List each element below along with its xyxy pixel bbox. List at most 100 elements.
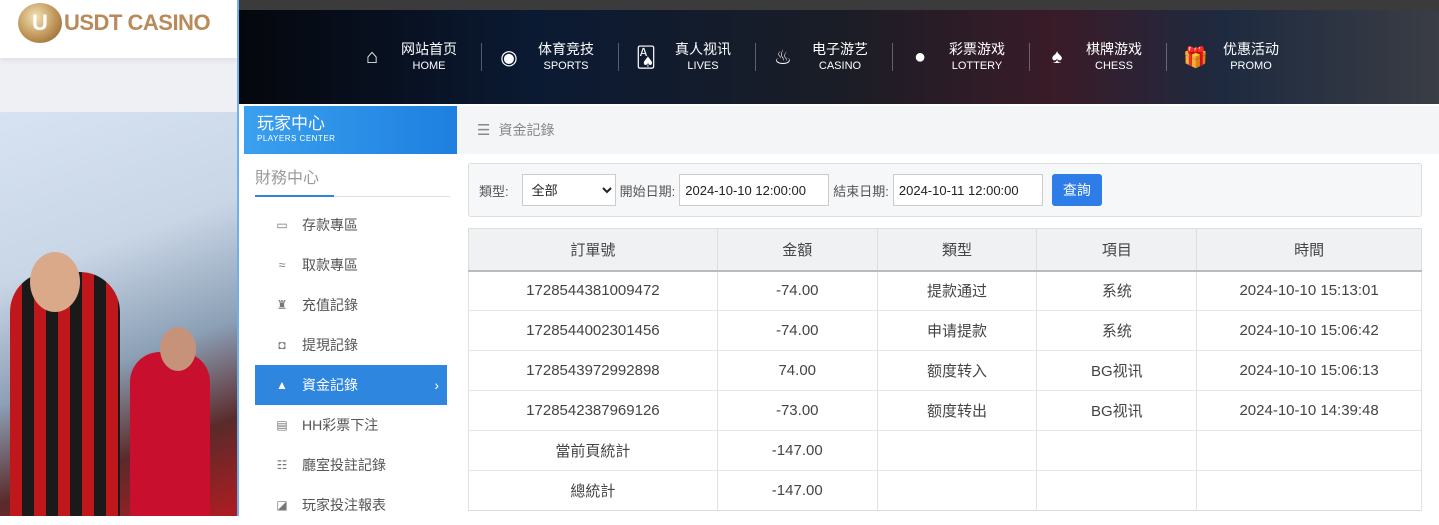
lottery-balls-icon: ● [913, 45, 927, 68]
table-cell: BG视讯 [1036, 350, 1198, 391]
menu-icon[interactable]: ☰ [477, 122, 491, 139]
nav-item-casino[interactable]: ♨ 电子游艺 CASINO [772, 40, 868, 74]
table-cell: 1728542387969126 [468, 390, 718, 431]
column-header[interactable]: 時間 [1196, 228, 1422, 272]
table-row: 1728544002301456 -74.00 申请提款 系统 2024-10-10 1… [468, 310, 1422, 351]
nav-label-en: PROMO [1230, 60, 1272, 72]
end-date-label: 結束日期: [833, 183, 889, 199]
column-header[interactable]: 金額 [716, 228, 878, 272]
sidebar-item-label: 資金記錄 [302, 377, 358, 393]
nav-label-cn: 真人视讯 [675, 41, 731, 57]
nav-item-lottery[interactable]: ● 彩票游戏 LOTTERY [909, 40, 1005, 74]
table-cell: 额度转出 [876, 390, 1038, 431]
table-cell: -74.00 [716, 310, 878, 351]
nav-separator [481, 43, 482, 71]
sidebar-item[interactable]: ▭ 存款專區 [255, 205, 447, 245]
table-cell [1196, 470, 1422, 511]
nav-label-cn: 体育竞技 [538, 41, 594, 57]
section-title: 財務中心 [255, 164, 450, 197]
table-cell: -147.00 [716, 470, 878, 511]
column-header[interactable]: 項目 [1036, 228, 1198, 272]
table-cell: 2024-10-10 14:39:48 [1196, 390, 1422, 431]
nav-label-cn: 网站首页 [401, 41, 457, 57]
table-row: 1728543972992898 74.00 额度转入 BG视讯 2024-10-10 … [468, 350, 1422, 391]
gift-icon: 🎁 [1183, 46, 1208, 69]
logo[interactable]: U USDT CASINO [0, 0, 237, 58]
summary-row: 總統計 -147.00 [468, 470, 1422, 511]
nav-item-promo[interactable]: 🎁 优惠活动 PROMO [1183, 40, 1279, 74]
column-header[interactable]: 訂單號 [468, 228, 718, 272]
table-cell: 系统 [1036, 270, 1198, 311]
sidebar-item-label: 充值記錄 [302, 297, 358, 313]
table-cell: -147.00 [716, 430, 878, 471]
nav-item-lives[interactable]: 🂡 真人视讯 LIVES [635, 40, 731, 74]
table-cell [1036, 430, 1198, 471]
main-nav: ⌂ 网站首页 HOME ◉ 体育竞技 SPORTS 🂡 真人视讯 LIVES ♨ 电子游艺 CASIN… [239, 10, 1439, 104]
sidebar-item[interactable]: ▤ HH彩票下注 [255, 405, 447, 445]
table-row: 1728544381009472 -74.00 提款通过 系统 2024-10-10 1… [468, 270, 1422, 311]
top-strip [239, 0, 1439, 10]
nav-item-chess[interactable]: ♠ 棋牌游戏 CHESS [1046, 40, 1142, 74]
basketball-icon: ◉ [500, 46, 518, 69]
sidebar-item[interactable]: ◪ 玩家投注報表 [255, 485, 447, 525]
nav-separator [892, 43, 893, 71]
table-cell: 提款通过 [876, 270, 1038, 311]
nav-item-sports[interactable]: ◉ 体育竞技 SPORTS [498, 40, 594, 74]
table-cell: 1728544002301456 [468, 310, 718, 351]
nav-separator [1166, 43, 1167, 71]
sidebar-item-label: 廳室投註記錄 [302, 457, 386, 473]
table-cell: 當前頁統計 [468, 430, 718, 471]
sidebar-item-icon: ≈ [278, 258, 286, 272]
sidebar-item-icon: ☷ [276, 458, 288, 472]
nav-label-en: LIVES [687, 60, 719, 72]
table-cell [1036, 470, 1198, 511]
table-cell: 申请提款 [876, 310, 1038, 351]
sidebar-item-label: 存款專區 [302, 217, 358, 233]
table-row: 1728542387969126 -73.00 额度转出 BG视讯 2024-10-10… [468, 390, 1422, 431]
spade-icon: ♠ [1051, 45, 1063, 68]
nav-label-en: SPORTS [543, 60, 589, 72]
players-center-header: 玩家中心 PLAYERS CENTER [244, 106, 457, 154]
sidebar-item-icon: ▲ [276, 378, 288, 392]
nav-separator [618, 43, 619, 71]
table-cell: 2024-10-10 15:06:13 [1196, 350, 1422, 391]
sidebar-item-label: 玩家投注報表 [302, 497, 386, 513]
nav-item-home[interactable]: ⌂ 网站首页 HOME [361, 40, 457, 74]
nav-label-en: HOME [412, 60, 446, 72]
start-date-input[interactable] [679, 174, 830, 206]
sidebar-item-icon: ◘ [278, 338, 286, 352]
table-cell: -74.00 [716, 270, 878, 311]
table-cell: 额度转入 [876, 350, 1038, 391]
nav-label-en: CASINO [818, 60, 862, 72]
nav-label-cn: 彩票游戏 [949, 41, 1005, 57]
table-cell: 1728543972992898 [468, 350, 718, 391]
sidebar-item[interactable]: ♜ 充值記錄 [255, 285, 447, 325]
end-date-input[interactable] [892, 174, 1043, 206]
sidebar-item[interactable]: ≈ 取款專區 [255, 245, 447, 285]
summary-row: 當前頁統計 -147.00 [468, 430, 1422, 471]
table-cell [876, 470, 1038, 511]
sidebar-item-label: HH彩票下注 [302, 417, 379, 433]
table-cell: 系统 [1036, 310, 1198, 351]
breadcrumb: ☰ 資金記錄 [457, 106, 1439, 154]
table-cell: 1728544381009472 [468, 270, 718, 311]
sidebar-item[interactable]: ▲ 資金記錄 › [255, 365, 447, 405]
sidebar-item-icon: ♜ [276, 298, 288, 312]
sidebar-item[interactable]: ◘ 提現記錄 [255, 325, 447, 365]
query-button[interactable]: 查詢 [1051, 174, 1102, 206]
home-icon: ⌂ [365, 45, 379, 68]
nav-label-cn: 优惠活动 [1223, 41, 1279, 57]
type-label: 類型: [479, 183, 509, 199]
type-select[interactable]: 全部 [521, 174, 616, 206]
sidebar-item[interactable]: ☷ 廳室投註記錄 [255, 445, 447, 485]
nav-label-cn: 棋牌游戏 [1086, 41, 1142, 57]
players-center-title: 玩家中心 [257, 114, 325, 133]
slot-icon: ♨ [774, 46, 792, 69]
players-center-subtitle: PLAYERS CENTER [257, 134, 336, 143]
table-cell: -73.00 [716, 390, 878, 431]
table-cell: 總統計 [468, 470, 718, 511]
cards-icon: 🂡 [635, 46, 657, 69]
main-content: ☰ 資金記錄 類型: 全部 開始日期: 結束日期: 查詢 訂單號金額類型項目時間… [457, 106, 1439, 516]
column-header[interactable]: 類型 [876, 228, 1038, 272]
sidebar-item-icon: ▤ [276, 418, 288, 432]
